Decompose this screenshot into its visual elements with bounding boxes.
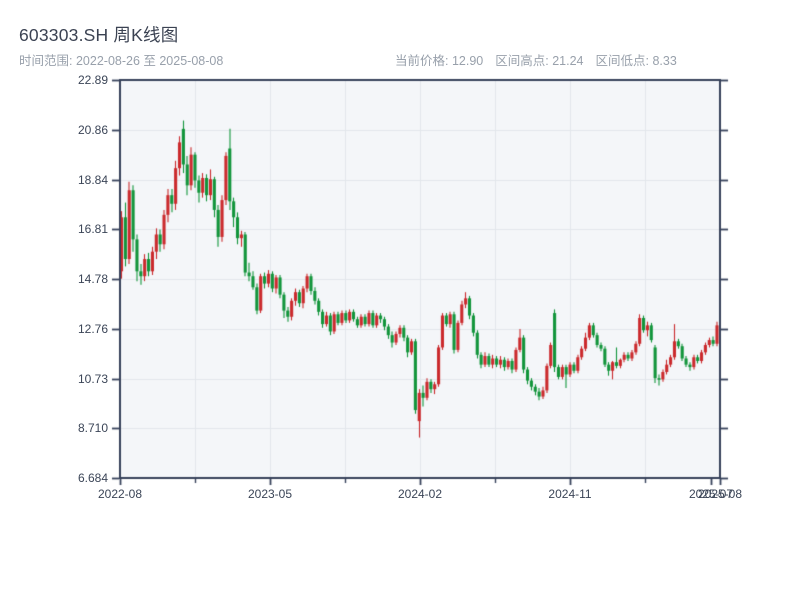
page-title: 603303.SH 周K线图: [19, 25, 179, 45]
y-tick-label: 14.78: [77, 272, 108, 286]
x-tick-label: 2024-02: [397, 487, 443, 501]
x-tick-label: 2024-11: [548, 487, 592, 501]
range-low-value: 8.33: [652, 54, 677, 68]
x-tick-label: 2025-08: [697, 487, 743, 501]
y-tick-label: 8.710: [77, 421, 108, 436]
y-tick-label: 18.84: [77, 172, 108, 187]
current-price-stat: 当前价格: 12.90: [395, 54, 483, 68]
y-tick-label: 22.89: [77, 73, 108, 87]
range-high-value: 21.24: [552, 54, 584, 68]
x-tick-label: 2025-07: [688, 487, 734, 501]
range-low-label: 区间低点:: [595, 54, 649, 68]
current-price-value: 12.90: [451, 54, 484, 68]
range-low-stat: 区间低点: 8.33: [596, 54, 677, 68]
y-tick-label: 16.81: [77, 222, 108, 237]
date-range-value: 2022-08-26 至 2025-08-08: [75, 54, 224, 68]
date-range-text: 时间范围: 2022-08-26 至 2025-08-08: [19, 50, 223, 69]
date-range-label: 时间范围:: [19, 54, 73, 68]
x-tick-label: 2023-05: [247, 487, 293, 501]
range-high-stat: 区间高点: 21.24: [495, 54, 583, 68]
y-tick-label: 12.76: [77, 321, 108, 336]
y-tick-label: 20.86: [77, 122, 108, 137]
range-high-label: 区间高点:: [495, 54, 549, 68]
price-stats: 当前价格: 12.90 区间高点: 21.24 区间低点: 8.33: [395, 50, 689, 69]
y-tick-label: 10.73: [77, 371, 108, 386]
y-tick-label: 6.684: [77, 471, 108, 485]
x-tick-label: 2022-08: [97, 487, 143, 501]
current-price-label: 当前价格:: [395, 54, 449, 68]
